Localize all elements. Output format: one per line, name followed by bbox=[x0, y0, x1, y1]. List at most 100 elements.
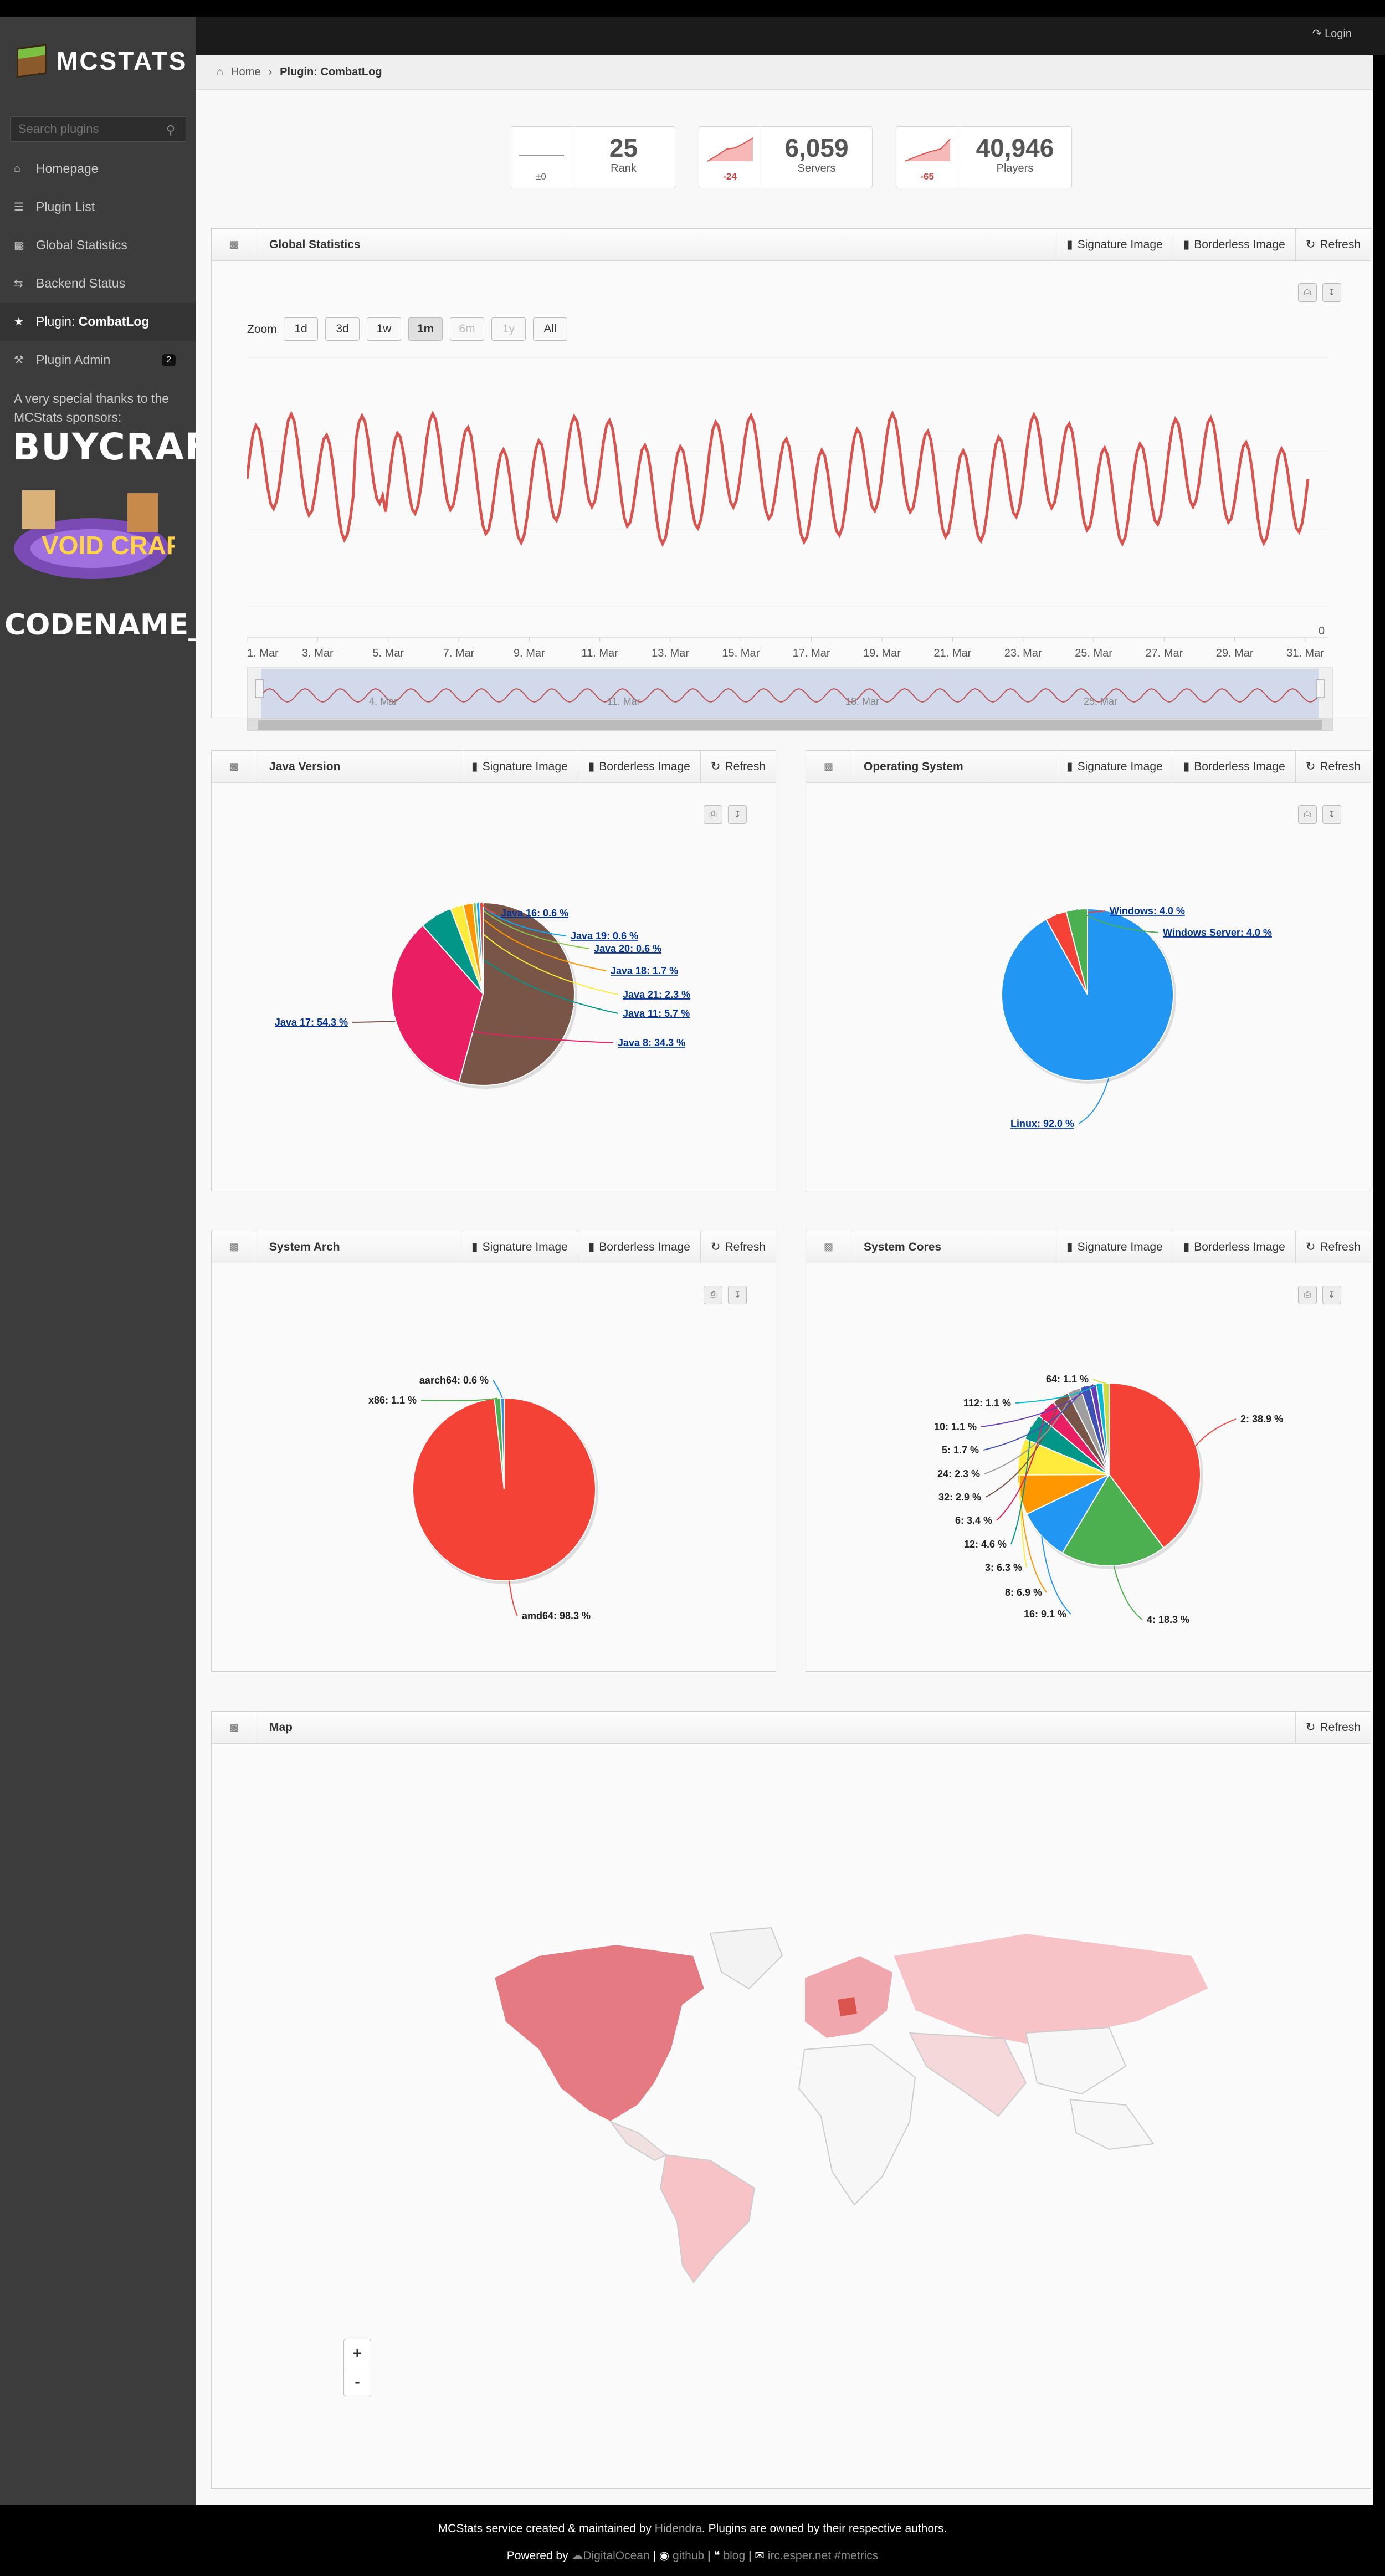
zoom-1y-button[interactable]: 1y bbox=[491, 317, 526, 341]
pie-slice[interactable] bbox=[1061, 1473, 1165, 1566]
operating-system-pie[interactable]: Linux: 92.0 % Windows: 4.0 % Windows Serve… bbox=[806, 784, 1370, 1189]
navigator-right-handle[interactable] bbox=[1316, 679, 1325, 698]
download-icon[interactable]: ↧ bbox=[728, 1286, 747, 1304]
download-icon[interactable]: ↧ bbox=[1322, 805, 1341, 824]
pie-label[interactable]: 6: 3.4 % bbox=[955, 1515, 992, 1526]
pie-label[interactable]: 4: 18.3 % bbox=[1147, 1614, 1189, 1625]
pie-label[interactable]: 64: 1.1 % bbox=[1046, 1374, 1089, 1385]
signature-image-button[interactable]: ▮ Signature Image bbox=[461, 750, 578, 783]
pie-label[interactable]: Linux: 92.0 % bbox=[1010, 1118, 1074, 1129]
map-greenland[interactable] bbox=[709, 1927, 783, 1990]
borderless-image-button[interactable]: ▮ Borderless Image bbox=[577, 750, 700, 783]
print-icon[interactable]: ⎙ bbox=[704, 805, 722, 824]
pie-slice[interactable] bbox=[479, 902, 484, 995]
pie-label[interactable]: amd64: 98.3 % bbox=[522, 1610, 591, 1621]
pie-slice[interactable] bbox=[391, 924, 484, 1083]
navigator-selection[interactable] bbox=[261, 669, 1319, 719]
system-arch-pie[interactable]: amd64: 98.3 % x86: 1.1 %aarch64: 0.6 % bbox=[212, 1264, 776, 1669]
host-link[interactable]: DigitalOcean bbox=[583, 2549, 650, 2562]
pie-label[interactable]: Java 21: 2.3 % bbox=[623, 989, 690, 1000]
map-middle-east-india[interactable] bbox=[909, 2032, 1027, 2117]
navigator-left-handle[interactable] bbox=[255, 679, 264, 698]
github-link[interactable]: github bbox=[672, 2549, 705, 2562]
pie-label[interactable]: 2: 38.9 % bbox=[1240, 1414, 1283, 1425]
irc-link[interactable]: irc.esper.net #metrics bbox=[767, 2549, 879, 2562]
map-europe[interactable] bbox=[804, 1954, 894, 2040]
signature-image-button[interactable]: ▮ Signature Image bbox=[1056, 228, 1173, 261]
refresh-button[interactable]: ↻ Refresh bbox=[1295, 228, 1371, 261]
pie-label[interactable]: Java 11: 5.7 % bbox=[623, 1008, 690, 1019]
signature-image-button[interactable]: ▮ Signature Image bbox=[461, 1231, 578, 1263]
pie-label[interactable]: Java 17: 54.3 % bbox=[275, 1017, 348, 1028]
map-russia-asia[interactable] bbox=[892, 1932, 1210, 2045]
sidebar-item-backend-status[interactable]: ⇆ Backend Status bbox=[0, 264, 196, 303]
sidebar-item-plugin-list[interactable]: ☰ Plugin List bbox=[0, 188, 196, 226]
zoom-3d-button[interactable]: 3d bbox=[325, 317, 360, 341]
map-south-america[interactable] bbox=[659, 2154, 756, 2283]
world-map[interactable] bbox=[472, 1922, 1225, 2288]
print-icon[interactable]: ⎙ bbox=[1298, 1286, 1317, 1304]
map-germany[interactable] bbox=[838, 1997, 857, 2016]
pie-label[interactable]: 10: 1.1 % bbox=[934, 1421, 977, 1432]
map-china[interactable] bbox=[1025, 2026, 1127, 2095]
print-icon[interactable]: ⎙ bbox=[1298, 283, 1317, 302]
pie-slice[interactable] bbox=[1109, 1382, 1201, 1549]
signature-image-button[interactable]: ▮ Signature Image bbox=[1056, 1231, 1173, 1263]
refresh-button[interactable]: ↻ Refresh bbox=[1295, 1711, 1371, 1744]
scrollbar-thumb[interactable] bbox=[258, 720, 1322, 730]
zoom-6m-button[interactable]: 6m bbox=[450, 317, 484, 341]
map-zoom-out-button[interactable]: - bbox=[355, 2373, 360, 2390]
pie-label[interactable]: 3: 6.3 % bbox=[985, 1562, 1022, 1573]
pie-label[interactable]: 112: 1.1 % bbox=[963, 1397, 1011, 1409]
author-link[interactable]: Hidendra bbox=[654, 2522, 702, 2535]
print-icon[interactable]: ⎙ bbox=[1298, 805, 1317, 824]
blog-link[interactable]: blog bbox=[723, 2549, 746, 2562]
sidebar-item-plugin[interactable]: ★ Plugin: CombatLog bbox=[0, 303, 196, 341]
map-zoom-in-button[interactable]: + bbox=[344, 2339, 371, 2368]
zoom-1w-button[interactable]: 1w bbox=[367, 317, 401, 341]
global-line-chart[interactable]: 0 1. Mar 3. Mar 5. Mar 7. Mar 9. Mar 11. Mar 13… bbox=[247, 352, 1344, 756]
system-cores-pie[interactable]: 2: 38.9 % 4: 18.3 % 16: 9.1 % 8: 6.9 % 3: 6.… bbox=[806, 1264, 1370, 1669]
map-north-america[interactable] bbox=[493, 1943, 706, 2123]
sidebar-item-global-statistics[interactable]: ▩ Global Statistics bbox=[0, 226, 196, 264]
pie-label[interactable]: 8: 6.9 % bbox=[1005, 1587, 1042, 1598]
brand-logo[interactable]: MCSTATS bbox=[17, 42, 188, 80]
print-icon[interactable]: ⎙ bbox=[704, 1286, 722, 1304]
download-icon[interactable]: ↧ bbox=[728, 805, 747, 824]
map-africa[interactable] bbox=[798, 2043, 916, 2206]
login-link[interactable]: ↷ Login bbox=[1312, 28, 1352, 40]
borderless-image-button[interactable]: ▮ Borderless Image bbox=[577, 1231, 700, 1263]
zoom-1d-button[interactable]: 1d bbox=[284, 317, 318, 341]
download-icon[interactable]: ↧ bbox=[1322, 283, 1341, 302]
pie-label[interactable]: Java 18: 1.7 % bbox=[611, 965, 678, 976]
sponsor-voidcraft-logo[interactable]: VOID CRAFT bbox=[8, 488, 197, 593]
pie-label[interactable]: Java 8: 34.3 % bbox=[618, 1037, 685, 1048]
download-icon[interactable]: ↧ bbox=[1322, 1286, 1341, 1304]
sidebar-item-plugin-admin[interactable]: ⚒ Plugin Admin 2 bbox=[0, 341, 196, 379]
refresh-button[interactable]: ↻ Refresh bbox=[700, 1231, 776, 1263]
pie-label[interactable]: 24: 2.3 % bbox=[937, 1468, 980, 1479]
borderless-image-button[interactable]: ▮ Borderless Image bbox=[1172, 750, 1295, 783]
pie-label[interactable]: 5: 1.7 % bbox=[942, 1445, 979, 1456]
borderless-image-button[interactable]: ▮ Borderless Image bbox=[1172, 1231, 1295, 1263]
map-southeast-asia[interactable] bbox=[1069, 2098, 1155, 2150]
java-version-pie[interactable]: Java 17: 54.3 % Java 8: 34.3 % Java 11: 5.… bbox=[212, 784, 776, 1189]
zoom-all-button[interactable]: All bbox=[533, 317, 567, 341]
search-input[interactable] bbox=[10, 116, 186, 142]
pie-label[interactable]: Java 20: 0.6 % bbox=[594, 943, 661, 954]
pie-label[interactable]: 32: 2.9 % bbox=[938, 1492, 981, 1503]
pie-label[interactable]: aarch64: 0.6 % bbox=[419, 1375, 489, 1386]
sponsor-codename-logo[interactable]: CODENAME_Y bbox=[4, 608, 224, 642]
sidebar-item-homepage[interactable]: ⌂ Homepage bbox=[0, 150, 196, 188]
pie-label[interactable]: Windows Server: 4.0 % bbox=[1163, 927, 1272, 938]
borderless-image-button[interactable]: ▮ Borderless Image bbox=[1172, 228, 1295, 261]
signature-image-button[interactable]: ▮ Signature Image bbox=[1056, 750, 1173, 783]
series-line[interactable] bbox=[247, 410, 1310, 547]
pie-label[interactable]: Java 19: 0.6 % bbox=[571, 930, 638, 941]
refresh-button[interactable]: ↻ Refresh bbox=[700, 750, 776, 783]
pie-label[interactable]: x86: 1.1 % bbox=[368, 1395, 417, 1406]
refresh-button[interactable]: ↻ Refresh bbox=[1295, 750, 1371, 783]
map-central-america[interactable] bbox=[609, 2120, 667, 2162]
zoom-1m-button[interactable]: 1m bbox=[408, 317, 443, 341]
pie-label[interactable]: 16: 9.1 % bbox=[1024, 1609, 1066, 1620]
